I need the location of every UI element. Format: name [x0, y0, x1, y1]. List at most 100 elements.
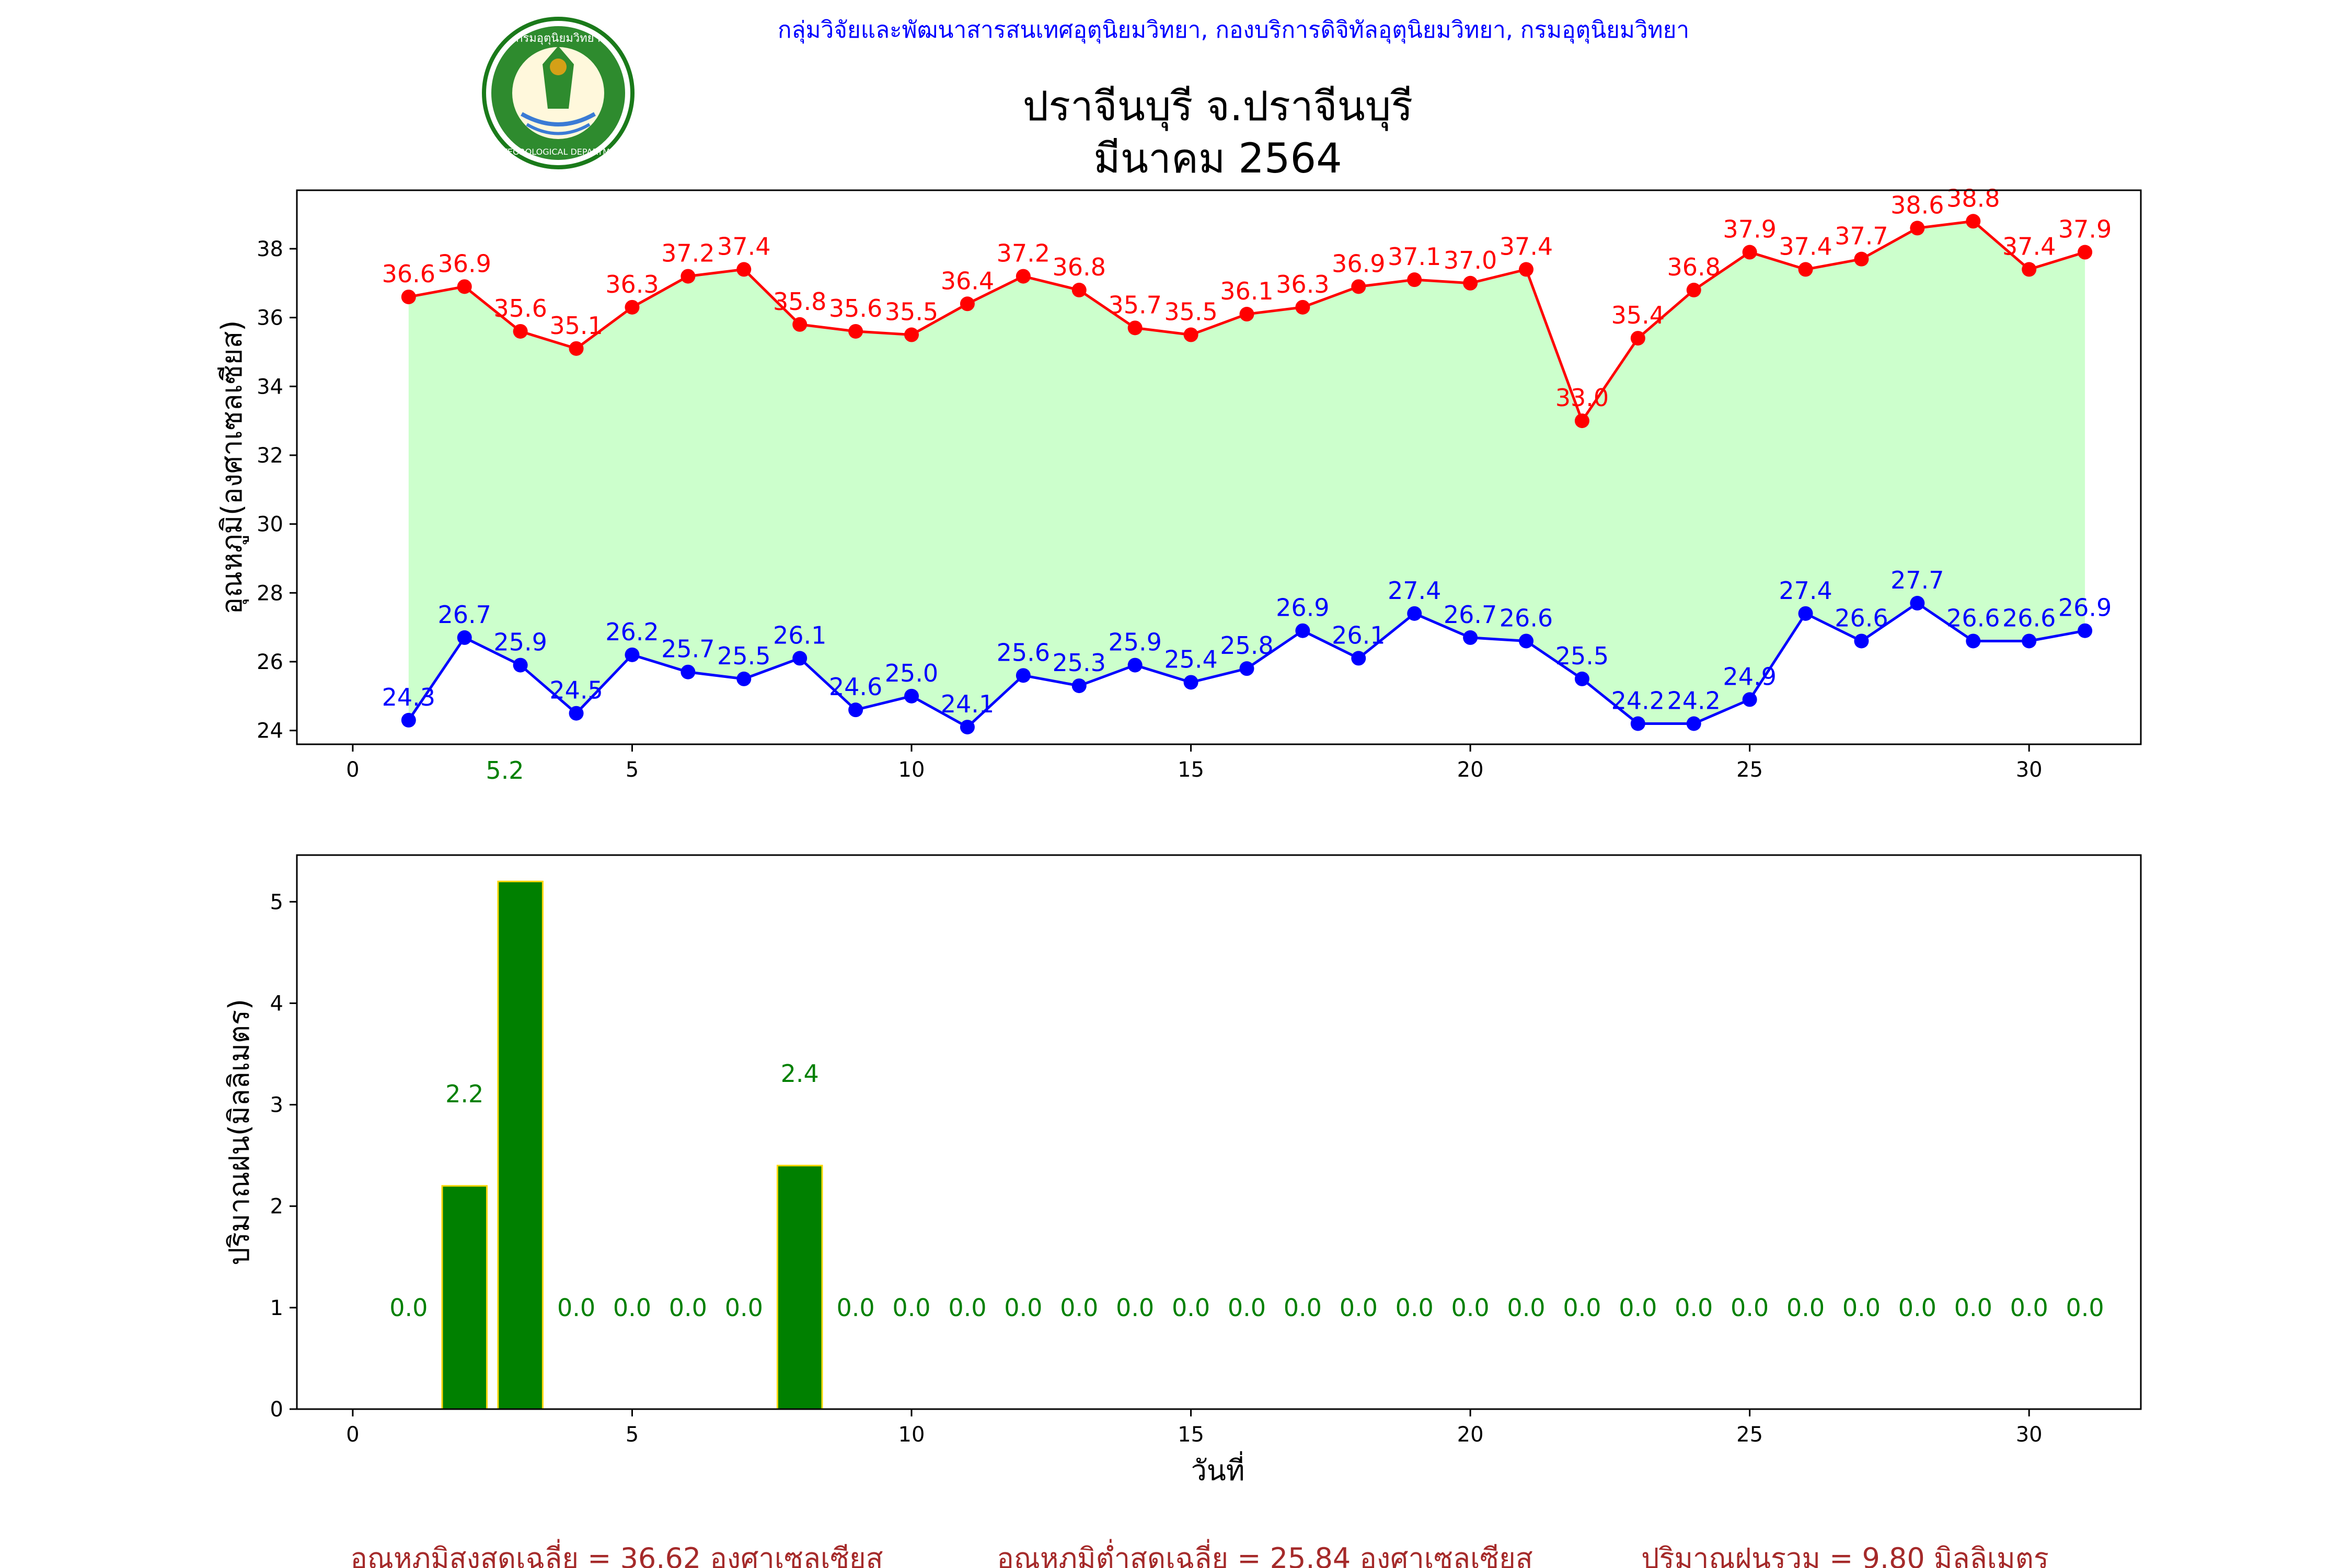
min-temperature-point [1798, 606, 1813, 621]
temperature-labels: 36.6 36.935.635.136.337.2 37.435.8 35.6 35.5… [382, 184, 2112, 718]
min-temperature-point [1519, 633, 1534, 649]
max-temperature-label: 36.4 [941, 267, 994, 295]
min-temperature-point [1686, 716, 1701, 731]
min-temperature-label: 25.5 [1555, 642, 1609, 670]
y-tick-label: 38 [257, 237, 283, 261]
min-temperature-point [625, 647, 640, 662]
rainfall-value-label: 0.0 [1060, 1294, 1098, 1322]
max-temperature-label: 37.4 [717, 232, 770, 260]
max-temperature-point [1127, 320, 1143, 336]
rainfall-value-label: 0.0 [1954, 1294, 1992, 1322]
min-temperature-point [681, 664, 696, 679]
min-temperature-label: 25.8 [1220, 631, 1273, 660]
rainfall-value-label: 0.0 [1786, 1294, 1825, 1322]
max-temperature-label: 36.1 [1220, 277, 1273, 305]
rainfall-value-label: 0.0 [1172, 1294, 1210, 1322]
min-temperature-label: 26.2 [605, 618, 659, 646]
rainfall-value-label: 0.0 [1619, 1294, 1657, 1322]
min-temperature-point [2078, 623, 2093, 638]
max-temperature-label: 35.6 [829, 294, 882, 322]
min-temperature-label: 25.9 [493, 628, 547, 656]
max-temperature-point [904, 327, 919, 342]
min-temperature-point [1742, 692, 1757, 707]
min-temperature-label: 26.1 [773, 621, 826, 649]
max-temperature-label: 38.8 [1946, 184, 2000, 212]
rainfall-value-label: 0.0 [1228, 1294, 1266, 1322]
max-temperature-label: 35.4 [1611, 301, 1665, 329]
temperature-chart: 36.6 36.935.635.136.337.2 37.435.8 35.6 35.5… [215, 184, 2142, 785]
rainfall-value-label: 0.0 [1507, 1294, 1545, 1322]
min-temperature-point [1239, 661, 1254, 676]
min-temperature-point [1407, 606, 1422, 621]
max-temperature-label: 36.9 [438, 249, 491, 278]
min-temperature-point [2022, 633, 2037, 649]
y-tick-label: 24 [257, 719, 283, 743]
min-temperature-label: 27.7 [1890, 566, 1944, 594]
avg-min-summary: อุณหภูมิต่ำสุดเฉลี่ย = 25.84 องศาเซลเซีย… [997, 1539, 1532, 1568]
y-tick-label: 5 [270, 890, 283, 914]
rainfall-value-label: 0.0 [837, 1294, 875, 1322]
rain-total-summary: ปริมาณฝนรวม = 9.80 มิลลิเมตร [1641, 1542, 2049, 1568]
rainfall-x-axis-label: วันที่ [1191, 1451, 1245, 1487]
max-temperature-label: 36.8 [1667, 253, 1721, 281]
y-tick-label: 4 [270, 991, 283, 1016]
min-temperature-label: 26.9 [1276, 594, 1329, 622]
min-temperature-label: 25.0 [885, 659, 938, 687]
min-temperature-point [1854, 633, 1869, 649]
rainfall-value-label: 0.0 [892, 1294, 930, 1322]
min-temperature-point [513, 658, 528, 673]
max-temperature-label: 35.6 [493, 294, 547, 322]
max-temperature-point [1016, 269, 1031, 284]
min-temperature-point [848, 702, 863, 718]
max-temperature-label: 37.9 [1723, 215, 1776, 244]
max-temperature-point [1071, 282, 1087, 297]
max-temperature-label: 38.6 [1890, 191, 1944, 219]
max-temperature-point [1351, 279, 1366, 294]
max-temperature-point [2078, 245, 2093, 260]
min-temperature-label: 26.6 [1946, 604, 2000, 632]
rainfall-value-label: 2.2 [445, 1080, 483, 1108]
rainfall-value-label: 0.0 [389, 1294, 428, 1322]
y-tick-label: 3 [270, 1093, 283, 1117]
max-temperature-point [1966, 214, 1981, 229]
x-tick-label: 30 [2016, 1423, 2043, 1447]
min-temperature-label: 26.6 [1835, 604, 1888, 632]
rainfall-value-label: 0.0 [669, 1294, 707, 1322]
rainfall-bar [441, 1185, 488, 1410]
min-temperature-point [401, 712, 416, 728]
max-temperature-label: 37.2 [661, 239, 714, 268]
min-temperature-point [1574, 671, 1589, 686]
min-temperature-label: 27.4 [1388, 577, 1441, 605]
y-tick-label: 36 [257, 306, 283, 330]
max-temperature-point [1407, 272, 1422, 287]
min-temperature-label: 24.5 [549, 676, 603, 705]
chart-title-line2: มีนาคม 2564 [1093, 135, 1342, 182]
min-temperature-point [569, 706, 584, 721]
max-temperature-point [1295, 299, 1310, 315]
min-temperature-label: 25.5 [717, 642, 770, 670]
min-temperature-label: 24.1 [941, 690, 994, 718]
y-tick-label: 2 [270, 1195, 283, 1219]
min-temperature-point [1016, 668, 1031, 683]
max-temperature-point [401, 290, 416, 305]
max-temperature-label: 35.8 [773, 287, 826, 316]
rainfall-value-label: 0.0 [1675, 1294, 1713, 1322]
rainfall-value-labels: 0.0 2.2 0.0 0.0 0.0 0.0 2.4 0.0 0.0 0.0 0.0 0.0 0.0 0… [389, 1059, 2104, 1322]
max-temperature-point [1854, 251, 1869, 267]
max-temperature-point [513, 324, 528, 339]
min-temperature-label: 27.4 [1779, 577, 1832, 605]
min-temperature-point [1127, 658, 1143, 673]
temperature-axes-frame [296, 189, 2142, 745]
max-temperature-point [848, 324, 863, 339]
rainfall-y-axis-label: ปริมาณฝน(มิลลิเมตร) [223, 999, 256, 1265]
max-temperature-point [1519, 262, 1534, 277]
rainfall-value-label: 0.0 [1284, 1294, 1322, 1322]
min-temperature-point [1071, 678, 1087, 694]
y-tick-label: 0 [270, 1398, 283, 1422]
min-temperature-label: 24.2 [1611, 686, 1665, 714]
max-temperature-point [736, 262, 752, 277]
y-tick-label: 26 [257, 650, 283, 674]
rainfall-value-label: 0.0 [557, 1294, 595, 1322]
rainfall-value-label: 0.0 [2066, 1294, 2104, 1322]
